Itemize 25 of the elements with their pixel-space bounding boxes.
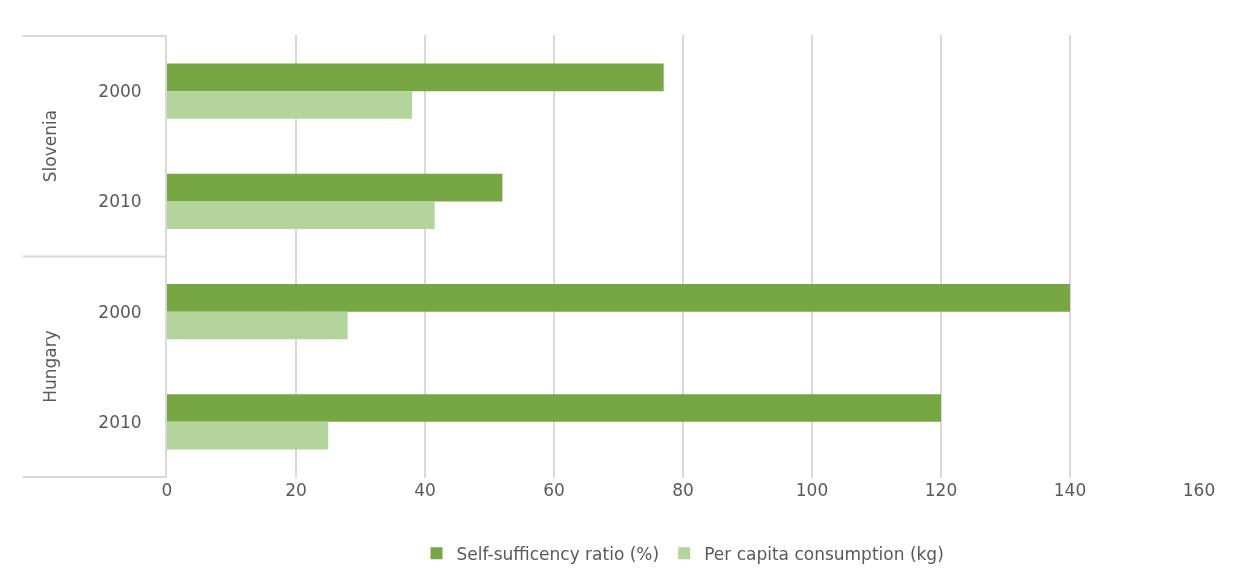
text: Slovenia xyxy=(39,109,60,183)
x-tick-label: 140 xyxy=(1053,480,1087,500)
y-tick-label: 2000 xyxy=(98,301,142,322)
legend-label: Self-sufficency ratio (%) xyxy=(456,543,660,564)
bar xyxy=(167,394,941,422)
bar xyxy=(167,421,329,450)
x-tick-label: 0 xyxy=(161,480,173,500)
bar xyxy=(167,201,435,229)
x-tick-label: 60 xyxy=(543,480,565,500)
y-tick-label: 2010 xyxy=(98,191,142,212)
x-tick-label: 80 xyxy=(672,480,694,500)
bar xyxy=(167,91,413,119)
bar xyxy=(167,311,348,340)
bar xyxy=(167,173,503,202)
y-tick-label: 2000 xyxy=(98,81,142,102)
x-tick-label: 40 xyxy=(414,480,436,500)
bar xyxy=(167,63,664,92)
y-tick-label: 2010 xyxy=(98,411,142,432)
legend-label: Per capita consumption (kg) xyxy=(704,543,944,564)
x-tick-label: 100 xyxy=(795,480,829,500)
x-tick-label: 20 xyxy=(285,480,307,500)
x-tick-label: 160 xyxy=(1182,480,1216,500)
x-tick-label: 120 xyxy=(924,480,958,500)
text: Hungary xyxy=(40,330,61,403)
bar xyxy=(167,284,1070,312)
